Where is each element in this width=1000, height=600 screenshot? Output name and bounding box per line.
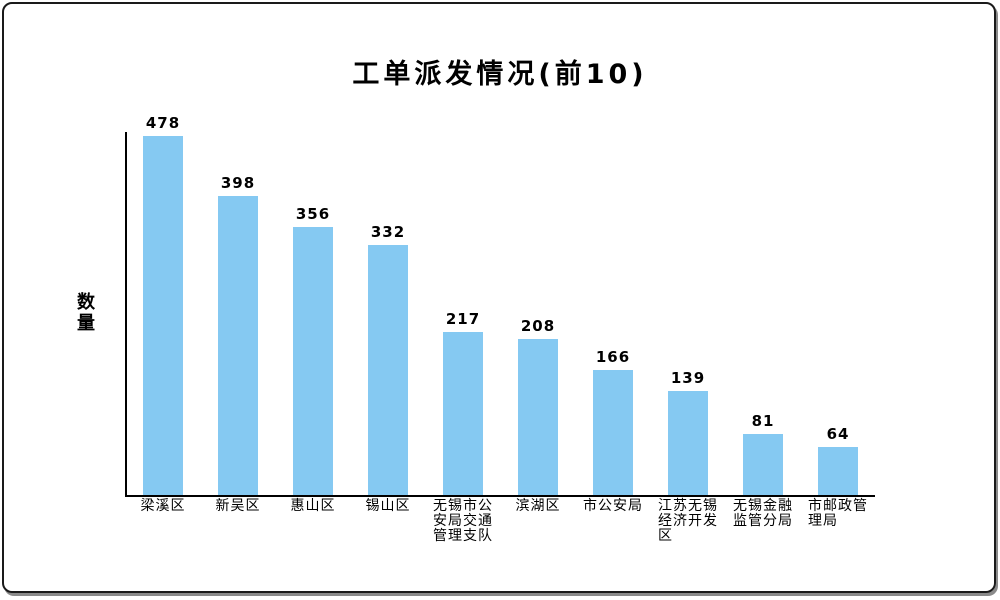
- x-axis-tick-label-text: 新吴区: [216, 499, 261, 514]
- bar-value-label: 398: [220, 174, 256, 192]
- x-axis-tick-label: 江苏无锡 经济开发区: [646, 499, 730, 544]
- x-axis-tick-label-line: 区: [658, 528, 673, 544]
- plot-area: 478 398 356 332 217 208 166 139 81 64: [125, 114, 875, 497]
- bar-value-label: 356: [295, 205, 331, 223]
- bar-value-label: 81: [751, 412, 775, 430]
- x-axis-tick-label-text: 惠山区: [291, 499, 336, 514]
- bar-value-label: 478: [145, 114, 181, 132]
- x-axis-tick-label: 市邮政管 理局: [796, 499, 880, 529]
- bar: [218, 196, 258, 495]
- x-axis-tick-label-line: 市公安局: [583, 498, 643, 514]
- bar: [743, 434, 783, 495]
- bar: [143, 136, 183, 495]
- x-axis-tick-label: 梁溪区: [121, 499, 205, 514]
- x-axis-tick-label-text: 锡山区: [366, 499, 411, 514]
- x-axis-tick-label-text: 江苏无锡 经济开发区: [658, 499, 718, 544]
- y-axis-label: 数量: [77, 292, 95, 334]
- x-axis-tick-label-text: 梁溪区: [141, 499, 186, 514]
- x-axis-tick-label-line: 无锡金融: [733, 498, 793, 514]
- bar-value-label: 332: [370, 223, 406, 241]
- x-axis-tick-label-text: 无锡金融 监管分局: [733, 499, 793, 529]
- x-axis-tick-label-line: 锡山区: [365, 498, 411, 514]
- bar-value-label: 139: [670, 369, 706, 387]
- x-axis-tick-label-line: 市邮政管: [808, 498, 868, 514]
- x-axis-tick-label-line: 经济开发: [658, 513, 718, 529]
- x-axis-tick-label-line: 无锡市公: [433, 498, 493, 514]
- x-axis-tick-label: 惠山区: [271, 499, 355, 514]
- bar: [593, 370, 633, 495]
- x-axis-tick-label-line: 监管分局: [733, 513, 793, 529]
- bar: [518, 339, 558, 495]
- x-axis-tick-label-text: 无锡市公 安局交通 管理支队: [433, 499, 493, 544]
- x-axis-tick-label-line: 滨湖区: [515, 498, 561, 514]
- x-axis-tick-label: 市公安局: [571, 499, 655, 514]
- x-axis-tick-label: 锡山区: [346, 499, 430, 514]
- bar-value-label: 64: [826, 425, 850, 443]
- x-axis-tick-label: 无锡金融 监管分局: [721, 499, 805, 529]
- x-axis-tick-label-text: 市邮政管 理局: [808, 499, 868, 529]
- x-axis-tick-label-text: 滨湖区: [516, 499, 561, 514]
- bar: [818, 447, 858, 495]
- bar: [443, 332, 483, 495]
- bar: [368, 245, 408, 495]
- x-axis-tick-label-line: 理局: [808, 513, 838, 529]
- x-axis-tick-label: 无锡市公 安局交通 管理支队: [421, 499, 505, 544]
- x-axis-tick-label: 新吴区: [196, 499, 280, 514]
- bar-value-label: 217: [445, 310, 481, 328]
- bar: [293, 227, 333, 495]
- x-axis-tick-label: 滨湖区: [496, 499, 580, 514]
- x-axis-tick-label-line: 新吴区: [215, 498, 261, 514]
- x-axis-tick-label-line: 安局交通: [433, 513, 493, 529]
- x-axis-tick-label-text: 市公安局: [583, 499, 643, 514]
- bar-value-label: 166: [595, 348, 631, 366]
- bar: [668, 391, 708, 495]
- x-axis-tick-label-line: 惠山区: [290, 498, 336, 514]
- x-axis-tick-label-line: 江苏无锡: [658, 498, 718, 514]
- x-axis-tick-label-line: 管理支队: [433, 528, 493, 544]
- chart-title: 工单派发情况(前10): [352, 59, 648, 90]
- x-axis-tick-label-line: 梁溪区: [140, 498, 186, 514]
- bar-value-label: 208: [520, 317, 556, 335]
